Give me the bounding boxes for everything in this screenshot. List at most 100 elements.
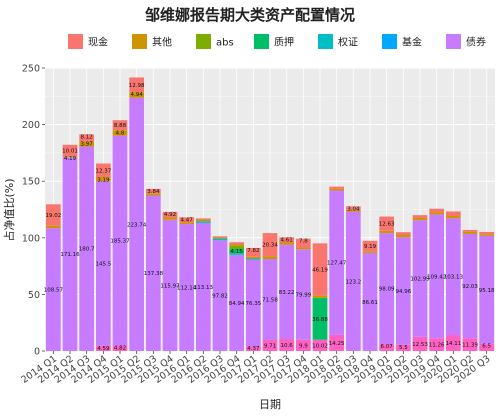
data-label: 3.84 [147,189,160,195]
data-label: 12.37 [95,168,111,174]
data-label: 4.15 [231,249,244,255]
legend-swatch [196,34,211,49]
legend-swatch [446,34,461,49]
data-label: 11.39 [462,343,478,349]
data-label: 19.02 [45,213,61,219]
data-label: 112.14 [177,286,197,292]
bar-segment [246,258,261,260]
data-label: 10.01 [62,148,78,154]
data-label: 9.71 [264,344,276,350]
bar-segment [179,217,194,223]
bar-segment [296,249,311,340]
bar-segment [279,339,294,351]
bar-segment [246,259,261,347]
data-label: 185.37 [110,239,130,245]
data-label: 94.96 [395,289,411,295]
bar-segment [212,236,228,238]
legend-swatch [382,34,397,49]
data-label: 9.9 [299,343,308,349]
bar-segment [262,233,278,257]
data-label: 92.03 [462,284,478,290]
bar-segment [462,229,478,232]
y-tick-label: 0 [34,347,40,358]
data-label: 8.12 [81,134,93,140]
bar-segment [62,156,78,158]
bar-segment [229,242,244,245]
data-label: 137.38 [144,271,164,277]
bar-segment [462,231,478,234]
bar-segment [129,77,144,93]
bar-segment [246,346,261,351]
bar-segment [46,204,61,226]
data-label: 171.16 [60,252,80,258]
data-label: 98.09 [379,287,395,293]
bar-segment [196,221,211,223]
data-label: 6.07 [381,344,394,350]
bar-segment [196,218,211,220]
data-label: 5.5 [399,345,408,351]
data-label: 86.61 [362,300,378,306]
bar-segment [79,141,94,147]
bar-segment [379,233,394,345]
legend: 现金其他abs质押权证基金债券股票 [68,34,486,49]
bar-segment [179,224,194,351]
bar-segment [129,92,144,98]
bars [46,77,494,351]
data-label: 102.99 [410,277,430,283]
bar-segment [462,233,478,339]
bar-segment [429,338,444,351]
legend-label: 现金 [88,36,108,49]
bar-segment [179,222,194,225]
bar-segment [146,193,161,196]
bar-segment [446,335,461,351]
y-tick-label: 200 [22,120,40,131]
bar-segment [479,234,494,236]
legend-label: 基金 [402,36,422,49]
bar-segment [162,217,178,220]
y-tick-label: 250 [22,64,40,75]
data-label: 4.94 [131,92,144,98]
data-label: 76.35 [245,301,261,307]
x-axis-title: 日期 [259,398,281,411]
data-label: 7.82 [247,248,259,254]
bar-segment [229,254,244,351]
bar-segment [312,295,328,298]
bar-segment [112,120,128,131]
data-label: 84.94 [229,301,245,307]
bar-segment [446,218,461,336]
data-label: 4.8 [116,130,125,136]
y-tick-label: 100 [22,233,40,244]
data-label: 145.5 [95,261,111,267]
bar-segment [296,247,311,250]
bar-segment [412,217,428,221]
data-label: 7.8 [299,239,308,245]
data-label: 10.02 [312,343,328,349]
bar-segment [96,163,111,178]
bar-segment [312,339,328,351]
chart-title: 邹维娜报告期大类资产配置情况 [144,6,355,24]
bar-segment [196,219,211,222]
bar-segment [246,247,261,257]
bar-segment [246,256,261,259]
data-label: 3.19 [97,177,110,183]
y-tick-label: 50 [28,290,40,301]
bar-segment [329,190,344,335]
bar-segment [62,144,78,157]
bar-segment [96,181,111,346]
bar-segment [79,146,94,351]
data-label: 4.19 [64,156,77,162]
data-label: 3.97 [81,142,94,148]
data-label: 4.82 [114,346,126,352]
bar-segment [112,130,128,136]
bar-segment [329,186,344,189]
data-label: 79.99 [295,293,311,299]
data-label: 108.57 [44,288,64,294]
bar-segment [379,344,394,351]
data-label: 12.63 [379,222,395,228]
legend-label: 权证 [338,36,358,49]
bar-segment [362,251,378,253]
bar-segment [346,209,361,212]
bar-segment [379,216,394,231]
